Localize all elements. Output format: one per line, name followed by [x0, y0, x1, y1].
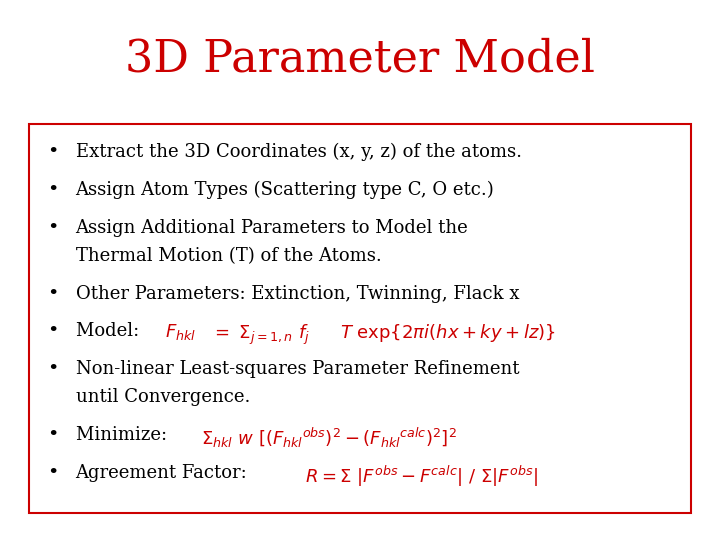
Text: Non-linear Least-squares Parameter Refinement: Non-linear Least-squares Parameter Refin…	[76, 360, 519, 378]
Text: •: •	[47, 464, 58, 482]
Text: Extract the 3D Coordinates (x, y, z) of the atoms.: Extract the 3D Coordinates (x, y, z) of …	[76, 143, 521, 161]
Text: •: •	[47, 181, 58, 199]
Text: •: •	[47, 219, 58, 237]
Text: $\Sigma_{hkl}\ w\ [(F_{hkl}{}^{obs})^2 - (F_{hkl}{}^{calc})^2]^2$: $\Sigma_{hkl}\ w\ [(F_{hkl}{}^{obs})^2 -…	[201, 426, 456, 450]
Text: Assign Atom Types (Scattering type C, O etc.): Assign Atom Types (Scattering type C, O …	[76, 181, 495, 199]
Text: Assign Additional Parameters to Model the: Assign Additional Parameters to Model th…	[76, 219, 468, 237]
Text: $\ =\ \Sigma_{j=1,n}\ f_j\ $: $\ =\ \Sigma_{j=1,n}\ f_j\ $	[204, 322, 310, 347]
Text: •: •	[47, 360, 58, 378]
Text: $R = \Sigma\ |F^{obs} - F^{calc}|\ /\ \Sigma|F^{obs}|$: $R = \Sigma\ |F^{obs} - F^{calc}|\ /\ \S…	[305, 464, 538, 489]
Text: •: •	[47, 426, 58, 444]
Text: 3D Parameter Model: 3D Parameter Model	[125, 38, 595, 81]
Text: until Convergence.: until Convergence.	[76, 388, 250, 406]
Text: Thermal Motion (T) of the Atoms.: Thermal Motion (T) of the Atoms.	[76, 247, 382, 265]
Text: Model:: Model:	[76, 322, 145, 340]
Text: $F_{hkl}$: $F_{hkl}$	[165, 322, 196, 342]
Text: •: •	[47, 143, 58, 161]
Text: •: •	[47, 322, 58, 340]
Text: Other Parameters: Extinction, Twinning, Flack x: Other Parameters: Extinction, Twinning, …	[76, 285, 519, 302]
Text: Minimize:: Minimize:	[76, 426, 173, 444]
Text: •: •	[47, 285, 58, 302]
Text: Agreement Factor:: Agreement Factor:	[76, 464, 253, 482]
Text: $T\ \mathrm{exp}\{2\pi i(hx + ky + lz)\}$: $T\ \mathrm{exp}\{2\pi i(hx + ky + lz)\}…	[340, 322, 556, 345]
